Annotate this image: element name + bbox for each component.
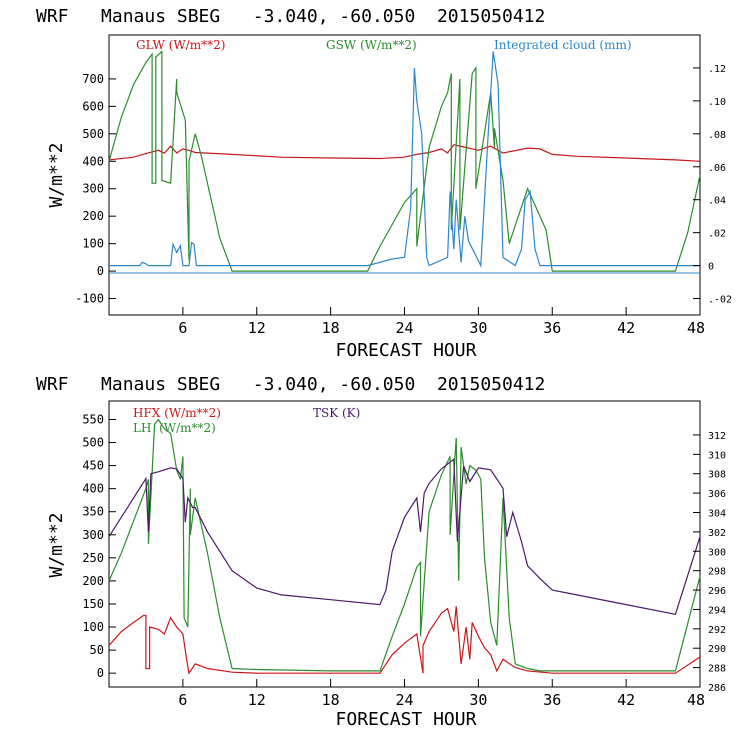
chart-2-series-hfx-line [108, 606, 701, 675]
chart-2-y2-tick-label: 312 [708, 431, 726, 442]
chart-1-y2-tick-label: .12 [708, 64, 726, 75]
chart-1-series-glw-line [108, 144, 701, 162]
chart-2-y2-tick-label: 292 [708, 625, 726, 636]
chart-1-y-tick-label: 100 [82, 237, 104, 251]
chart-2-y2-tick-label: 294 [708, 605, 726, 616]
chart-1-y-tick-label: 500 [82, 127, 104, 141]
chart-2-y-axis-label: W/m**2 [46, 512, 67, 577]
chart-2-series-lh-line [108, 418, 701, 672]
chart-2-y-tick-label: 150 [82, 597, 104, 611]
chart-1-series-cloud-line [109, 51, 700, 268]
chart-1-y2-tick-label: .08 [708, 130, 726, 141]
chart-1-legend-gsw: GSW (W/m**2) [326, 38, 417, 52]
chart-2-y2-tick-label: 300 [708, 547, 726, 558]
chart-2-y2-tick-label: 308 [708, 470, 726, 481]
chart-2-y2-tick-label: 288 [708, 664, 726, 675]
chart-1-y2-tick-label: .04 [708, 196, 726, 207]
chart-1-y-tick-label: 700 [82, 72, 104, 86]
chart-2-series-tsk-line [108, 458, 701, 615]
chart-2-x-tick-label: 48 [687, 691, 705, 709]
chart-2-plot-frame [108, 400, 701, 688]
chart-1-y-tick-label: 0 [97, 264, 104, 278]
chart-1-x-tick-label: 36 [543, 319, 561, 337]
chart-2-y-tick-label: 300 [82, 528, 104, 542]
chart-1-header: WRF Manaus SBEG -3.040, -60.050 20150504… [36, 6, 545, 27]
chart-2-x-tick-label: 12 [248, 691, 266, 709]
chart-2-x-tick-label: 30 [469, 691, 487, 709]
chart-1-x-tick-label: 12 [248, 319, 266, 337]
chart-2-y-tick-label: 100 [82, 620, 104, 634]
chart-1-y2-ticks: .-02 0 .02 .04 .06 .08 .10 .12 [693, 64, 732, 306]
chart-1-legend-glw: GLW (W/m**2) [136, 38, 225, 52]
chart-1-x-tick-label: 24 [395, 319, 413, 337]
chart-1-x-tick-label: 6 [178, 319, 187, 337]
chart-1-y2-tick-label: .02 [708, 229, 726, 240]
chart-1-x-axis-label: FORECAST HOUR [336, 340, 477, 361]
chart-2-x-tick-label: 18 [322, 691, 340, 709]
chart-2-flux-skin-temp: WRF Manaus SBEG -3.040, -60.050 20150504… [36, 374, 726, 730]
chart-2-y2-ticks: 286 288 290 292 294 296 298 300 302 304 306 308 310 3… [693, 431, 726, 694]
chart-2-x-tick-label: 6 [178, 691, 187, 709]
chart-2-y2-tick-label: 296 [708, 586, 726, 597]
chart-2-y2-tick-label: 298 [708, 567, 726, 578]
chart-1-x-tick-label: 30 [469, 319, 487, 337]
chart-2-y2-tick-label: 286 [708, 683, 726, 694]
chart-1-y-axis-label: W/m**2 [46, 142, 67, 207]
chart-2-y-tick-label: 250 [82, 551, 104, 565]
chart-1-y-tick-label: 600 [82, 99, 104, 113]
chart-2-y-ticks: 0 50 100 150 200 250 300 350 400 450 500 550 [82, 412, 116, 680]
chart-1-y-tick-label: 200 [82, 209, 104, 223]
chart-2-y-tick-label: 50 [90, 643, 104, 657]
chart-2-y-tick-label: 350 [82, 505, 104, 519]
chart-1-x-ticks: 6 12 18 24 30 36 42 48 [178, 307, 705, 337]
chart-2-x-tick-label: 24 [395, 691, 413, 709]
chart-2-header: WRF Manaus SBEG -3.040, -60.050 20150504… [36, 374, 545, 395]
chart-2-legend-tsk: TSK (K) [313, 406, 360, 420]
chart-2-x-axis-label: FORECAST HOUR [336, 709, 477, 730]
chart-1-y-ticks: -100 0 100 200 300 400 500 600 700 [75, 72, 116, 306]
chart-1-y-tick-label: -100 [75, 292, 104, 306]
chart-1-y-tick-label: 400 [82, 154, 104, 168]
chart-2-y2-tick-label: 290 [708, 644, 726, 655]
chart-2-legend-hfx: HFX (W/m**2) [133, 406, 221, 420]
chart-2-y-tick-label: 400 [82, 482, 104, 496]
chart-1-y2-tick-label: .06 [708, 163, 726, 174]
chart-1-series-gsw-line [108, 50, 701, 272]
chart-2-y-tick-label: 500 [82, 436, 104, 450]
chart-1-series-group [108, 50, 701, 272]
chart-1-y2-tick-label: .10 [708, 97, 726, 108]
chart-2-y2-tick-label: 302 [708, 528, 726, 539]
chart-2-y-tick-label: 0 [97, 666, 104, 680]
chart-2-y-tick-label: 550 [82, 412, 104, 426]
chart-1-x-tick-label: 18 [322, 319, 340, 337]
chart-2-legend-lh: LH (W/m**2) [133, 421, 216, 435]
chart-1-x-tick-label: 42 [617, 319, 635, 337]
chart-2-y2-tick-label: 306 [708, 489, 726, 500]
chart-2-y2-tick-label: 304 [708, 508, 726, 519]
chart-2-series-group [108, 418, 701, 675]
chart-1-x-tick-label: 48 [687, 319, 705, 337]
chart-1-radiation-cloud: WRF Manaus SBEG -3.040, -60.050 20150504… [36, 6, 732, 361]
chart-2-x-tick-label: 36 [543, 691, 561, 709]
chart-2-y2-tick-label: 310 [708, 450, 726, 461]
chart-2-x-ticks: 6 12 18 24 30 36 42 48 [178, 679, 705, 709]
chart-1-legend-cloud: Integrated cloud (mm) [494, 38, 632, 52]
chart-1-y2-tick-label: 0 [708, 262, 714, 273]
chart-2-y-tick-label: 450 [82, 459, 104, 473]
chart-1-y2-tick-label: .-02 [708, 295, 732, 306]
chart-2-x-tick-label: 42 [617, 691, 635, 709]
chart-2-y-tick-label: 200 [82, 574, 104, 588]
chart-1-y-tick-label: 300 [82, 182, 104, 196]
